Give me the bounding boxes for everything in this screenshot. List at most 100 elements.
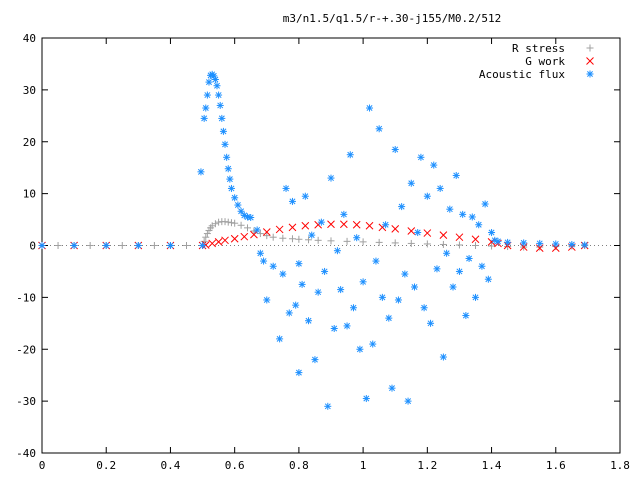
- data-point: [375, 125, 383, 133]
- data-point: [288, 197, 296, 205]
- data-point: [465, 254, 473, 262]
- data-point-d2: [292, 302, 299, 309]
- data-point: [455, 233, 464, 242]
- data-point: [417, 153, 425, 161]
- data-point-d2: [398, 203, 405, 210]
- data-point-d2: [257, 250, 264, 257]
- data-point-d2: [485, 276, 492, 283]
- data-point: [215, 91, 223, 99]
- data-point-d2: [324, 403, 331, 410]
- data-point: [353, 234, 361, 242]
- data-point: [250, 230, 258, 239]
- data-point: [536, 239, 544, 247]
- data-point: [404, 397, 412, 405]
- data-point-d2: [411, 284, 418, 290]
- data-point: [391, 225, 400, 233]
- data-point-d2: [214, 238, 223, 246]
- x-tick-label: 0: [39, 459, 46, 472]
- data-point: [223, 153, 231, 161]
- data-point-d2: [275, 225, 284, 234]
- data-point: [346, 151, 354, 159]
- data-point: [375, 238, 383, 246]
- data-point-d2: [421, 304, 428, 311]
- data-point: [337, 286, 345, 294]
- legend-item: R stress: [512, 42, 594, 55]
- data-point-d2: [401, 271, 408, 278]
- y-tick-label: 0: [29, 240, 36, 253]
- data-point-d2: [446, 206, 453, 213]
- data-point-d2: [414, 229, 421, 236]
- data-point-d2: [478, 263, 485, 270]
- data-point: [394, 296, 402, 304]
- data-point-d2: [228, 185, 235, 192]
- data-point: [455, 241, 463, 249]
- y-tick-label: 10: [23, 188, 36, 201]
- data-point: [391, 146, 399, 154]
- data-point: [205, 78, 213, 86]
- data-point-d2: [205, 79, 212, 86]
- legend-label: G work: [525, 55, 565, 68]
- data-point-d2: [408, 180, 415, 187]
- legend-item: G work: [525, 55, 594, 68]
- data-point-d2: [347, 151, 354, 158]
- data-point: [301, 192, 309, 200]
- data-point-d2: [392, 146, 399, 153]
- data-point-d2: [491, 237, 498, 244]
- data-point-d2: [391, 225, 400, 233]
- data-point: [263, 232, 271, 240]
- data-point-d2: [301, 221, 310, 230]
- data-point-d2: [395, 296, 402, 303]
- y-tick-label: 40: [23, 32, 36, 45]
- data-point: [219, 127, 227, 135]
- data-point: [398, 203, 406, 211]
- data-point-d2: [581, 242, 588, 248]
- y-tick-label: 30: [23, 84, 36, 97]
- data-point-d2: [315, 289, 322, 296]
- data-point-d2: [305, 317, 312, 324]
- data-point-d2: [462, 312, 469, 319]
- data-point: [86, 242, 94, 249]
- data-point-d2: [466, 255, 473, 262]
- data-point-d2: [220, 128, 227, 135]
- data-point: [472, 242, 479, 249]
- data-point: [279, 234, 287, 242]
- data-point-d2: [202, 105, 209, 112]
- data-point: [504, 238, 512, 246]
- data-point-d2: [385, 315, 392, 322]
- data-point-d2: [262, 228, 271, 236]
- data-point: [244, 224, 252, 232]
- y-tick-label: -10: [16, 291, 36, 304]
- data-point-d2: [276, 335, 283, 342]
- data-point-d2: [471, 235, 480, 244]
- data-point: [269, 262, 277, 270]
- x-tick-label: 1.6: [546, 459, 566, 472]
- data-point-d2: [379, 294, 386, 301]
- data-point-d2: [214, 82, 220, 89]
- data-point-d2: [215, 92, 222, 99]
- data-point: [359, 278, 367, 286]
- data-point: [452, 171, 460, 179]
- data-point: [38, 242, 46, 249]
- data-point: [201, 241, 210, 249]
- data-point: [269, 233, 277, 241]
- data-point: [401, 270, 409, 278]
- data-point-d2: [223, 154, 230, 161]
- data-point-d2: [199, 242, 206, 249]
- data-point: [352, 220, 361, 229]
- data-point: [324, 402, 332, 410]
- data-point-d2: [327, 220, 335, 229]
- data-point: [288, 223, 297, 232]
- x-tick-label: 1.4: [482, 459, 502, 472]
- chart-marks: [38, 70, 589, 410]
- data-point: [260, 257, 268, 265]
- data-point: [231, 194, 239, 202]
- data-point: [407, 227, 416, 235]
- data-point: [237, 221, 245, 229]
- data-point: [214, 238, 223, 246]
- data-point: [314, 288, 322, 296]
- data-point: [343, 237, 351, 245]
- data-point-d2: [289, 198, 296, 205]
- data-point-d2: [286, 309, 293, 316]
- data-point: [359, 238, 367, 246]
- data-point-d2: [318, 219, 325, 226]
